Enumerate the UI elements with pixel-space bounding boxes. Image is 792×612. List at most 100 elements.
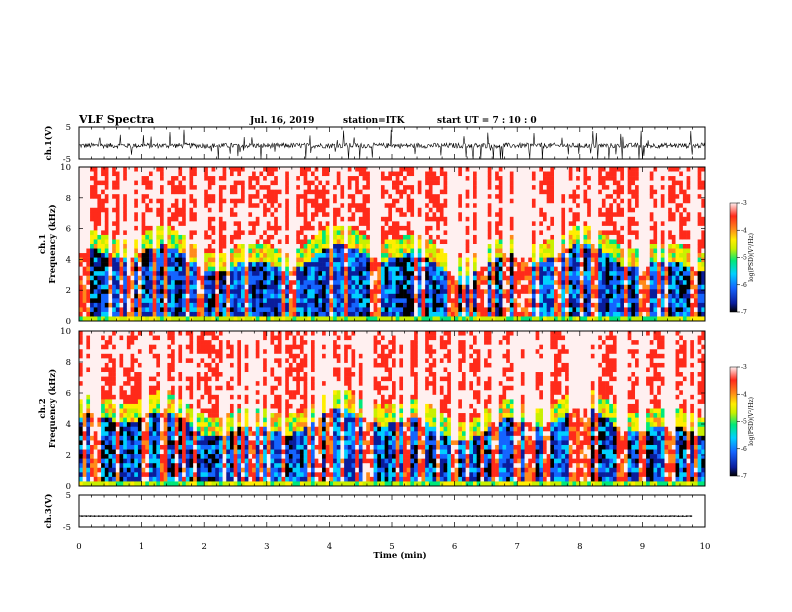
spectrogram-cell [196, 284, 201, 290]
station-label: station=ITK [343, 116, 406, 126]
spectrogram-cell [244, 271, 249, 277]
spectrogram-cell [152, 316, 157, 322]
spectrogram-cell [572, 171, 577, 177]
spectrogram-cell [222, 302, 227, 308]
spectrogram-cell [174, 248, 179, 254]
spectrogram-cell [288, 167, 293, 172]
spectrogram-cell [112, 225, 117, 231]
spectrogram-cell [307, 180, 312, 186]
spectrogram-cell [263, 284, 268, 290]
spectrogram-cell [546, 257, 551, 263]
spectrogram-cell [377, 185, 382, 190]
spectrogram-cell [325, 253, 330, 258]
spectrogram-cell [351, 212, 356, 218]
spectrogram-cell [145, 194, 150, 200]
spectrogram-cell [152, 262, 157, 267]
spectrogram-cell [498, 316, 503, 322]
spectrogram-cell [539, 275, 544, 281]
spectrogram-cell [450, 271, 455, 277]
spectrogram-cell [458, 189, 463, 195]
spectrogram-cell [358, 194, 363, 200]
spectrogram-cell [432, 171, 437, 177]
spectrogram-cell [550, 316, 555, 322]
spectrogram-cell [156, 311, 161, 317]
spectrogram-cell [248, 189, 253, 195]
spectrogram-cell [436, 266, 441, 272]
spectrogram-cell [189, 230, 194, 236]
spectrogram-cell [193, 171, 198, 177]
spectrogram-cell [554, 212, 558, 218]
spectrogram-cell [469, 302, 474, 308]
spectrogram-cell [384, 316, 389, 322]
spectrogram-cell [141, 176, 146, 181]
spectrogram-cell [296, 194, 301, 200]
spectrogram-cell [373, 221, 378, 227]
spectrogram-cell [432, 167, 437, 172]
spectrogram-cell [480, 257, 485, 263]
spectrogram-cell [160, 239, 164, 245]
spectrogram-cell [108, 284, 113, 290]
spectrogram-cell [395, 185, 400, 190]
spectrogram-cell [546, 221, 551, 227]
spectrogram-cell [156, 298, 161, 304]
spectrogram-cell [395, 271, 400, 277]
spectrogram-cell [414, 239, 419, 245]
spectrogram-cell [554, 198, 558, 204]
spectrogram-cell [329, 244, 334, 249]
spectrogram-cell [130, 234, 135, 240]
spectrogram-cell [443, 302, 448, 308]
spectrogram-cell [506, 293, 511, 299]
spectrogram-cell [93, 167, 98, 172]
spectrogram-cell [336, 302, 341, 308]
spectrogram-cell [145, 185, 150, 190]
spectrogram-cell [185, 198, 190, 204]
spectrogram-cell [517, 216, 522, 222]
spectrogram-cell [255, 225, 260, 231]
spectrogram-cell [310, 244, 315, 249]
spectrogram-cell [561, 212, 566, 218]
spectrogram-cell [318, 289, 323, 295]
spectrogram-cell [550, 253, 555, 258]
spectrogram-cell [517, 266, 522, 272]
spectrogram-cell [432, 298, 437, 304]
spectrogram-cell [97, 207, 102, 213]
spectrogram-cell [480, 194, 485, 200]
spectrogram-cell [277, 298, 282, 304]
spectrogram-cell [241, 203, 245, 209]
spectrogram-cell [211, 189, 216, 195]
spectrogram-cell [340, 257, 345, 263]
spectrogram-cell [425, 307, 430, 313]
spectrogram-cell [274, 185, 279, 190]
spectrogram-cell [428, 221, 433, 227]
spectrogram-cell [487, 189, 492, 195]
spectrogram-cell [207, 266, 212, 272]
spectrogram-cell [204, 266, 209, 272]
spectrogram-cell [369, 221, 374, 227]
date-label: Jul. 16, 2019 [249, 116, 314, 126]
spectrogram-cell [178, 262, 183, 267]
spectrogram-cell [443, 225, 448, 231]
spectrogram-cell [406, 203, 411, 209]
spectrogram-cell [421, 262, 426, 267]
spectrogram-cell [104, 280, 109, 286]
spectrogram-cell [550, 171, 555, 177]
spectrogram-cell [145, 262, 150, 267]
spectrogram-cell [425, 284, 430, 290]
spectrogram-cell [388, 194, 393, 200]
spectrogram-cell [358, 289, 363, 295]
spectrogram-cell [498, 216, 503, 222]
spectrogram-cell [104, 189, 109, 195]
spectrogram-cell [443, 289, 448, 295]
spectrogram-cell [347, 302, 352, 308]
spectrogram-cell [244, 239, 249, 245]
spectrogram-cell [410, 171, 415, 177]
spectrogram-cell [531, 253, 536, 258]
spectrogram-cell [160, 253, 164, 258]
spectrogram-cell [399, 302, 404, 308]
spectrogram-cell [443, 221, 448, 227]
spectrogram-cell [572, 194, 577, 200]
spectrogram-cell [546, 316, 551, 322]
spectrogram-cell [594, 302, 599, 308]
spectrogram-cell [152, 207, 157, 213]
spectrogram-cell [299, 207, 304, 213]
